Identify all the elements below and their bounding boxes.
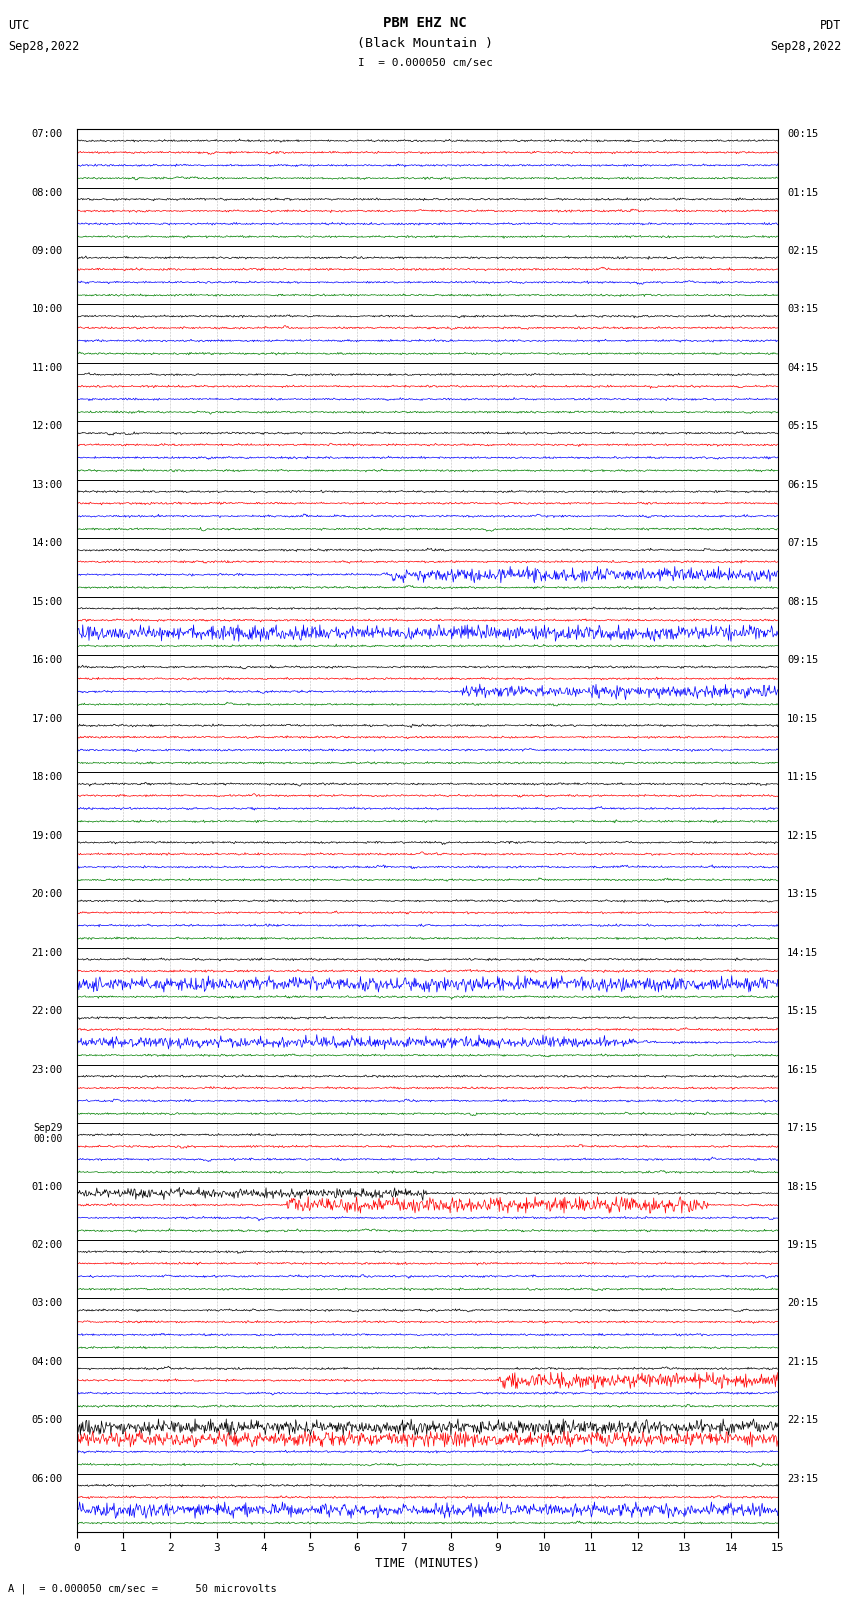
Text: I  = 0.000050 cm/sec: I = 0.000050 cm/sec: [358, 58, 492, 68]
Text: Sep29
00:00: Sep29 00:00: [33, 1123, 63, 1144]
Text: 13:15: 13:15: [787, 889, 819, 898]
Text: 06:00: 06:00: [31, 1474, 63, 1484]
Text: 07:00: 07:00: [31, 129, 63, 139]
Text: 02:00: 02:00: [31, 1240, 63, 1250]
Text: 02:15: 02:15: [787, 247, 819, 256]
Text: 04:15: 04:15: [787, 363, 819, 373]
Text: 11:15: 11:15: [787, 773, 819, 782]
Text: 06:15: 06:15: [787, 481, 819, 490]
Text: 20:00: 20:00: [31, 889, 63, 898]
Text: 11:00: 11:00: [31, 363, 63, 373]
Text: 01:15: 01:15: [787, 187, 819, 197]
Text: 10:15: 10:15: [787, 715, 819, 724]
Text: A |  = 0.000050 cm/sec =      50 microvolts: A | = 0.000050 cm/sec = 50 microvolts: [8, 1582, 277, 1594]
Text: 19:15: 19:15: [787, 1240, 819, 1250]
Text: 18:15: 18:15: [787, 1181, 819, 1192]
Text: 17:15: 17:15: [787, 1123, 819, 1132]
Text: 23:00: 23:00: [31, 1065, 63, 1074]
Text: 03:00: 03:00: [31, 1298, 63, 1308]
Text: 17:00: 17:00: [31, 715, 63, 724]
Text: 09:00: 09:00: [31, 247, 63, 256]
Text: 15:00: 15:00: [31, 597, 63, 606]
Text: (Black Mountain ): (Black Mountain ): [357, 37, 493, 50]
Text: 08:00: 08:00: [31, 187, 63, 197]
Text: 07:15: 07:15: [787, 539, 819, 548]
X-axis label: TIME (MINUTES): TIME (MINUTES): [375, 1557, 479, 1569]
Text: 15:15: 15:15: [787, 1007, 819, 1016]
Text: 01:00: 01:00: [31, 1181, 63, 1192]
Text: 16:15: 16:15: [787, 1065, 819, 1074]
Text: 22:00: 22:00: [31, 1007, 63, 1016]
Text: 00:15: 00:15: [787, 129, 819, 139]
Text: 22:15: 22:15: [787, 1416, 819, 1426]
Text: 05:00: 05:00: [31, 1416, 63, 1426]
Text: 18:00: 18:00: [31, 773, 63, 782]
Text: UTC: UTC: [8, 19, 30, 32]
Text: 23:15: 23:15: [787, 1474, 819, 1484]
Text: 19:00: 19:00: [31, 831, 63, 840]
Text: 09:15: 09:15: [787, 655, 819, 665]
Text: 21:15: 21:15: [787, 1357, 819, 1366]
Text: PBM EHZ NC: PBM EHZ NC: [383, 16, 467, 31]
Text: Sep28,2022: Sep28,2022: [8, 40, 80, 53]
Text: PDT: PDT: [820, 19, 842, 32]
Text: 16:00: 16:00: [31, 655, 63, 665]
Text: 08:15: 08:15: [787, 597, 819, 606]
Text: Sep28,2022: Sep28,2022: [770, 40, 842, 53]
Text: 20:15: 20:15: [787, 1298, 819, 1308]
Text: 21:00: 21:00: [31, 948, 63, 958]
Text: 14:00: 14:00: [31, 539, 63, 548]
Text: 14:15: 14:15: [787, 948, 819, 958]
Text: 13:00: 13:00: [31, 481, 63, 490]
Text: 12:00: 12:00: [31, 421, 63, 431]
Text: 03:15: 03:15: [787, 305, 819, 315]
Text: 04:00: 04:00: [31, 1357, 63, 1366]
Text: 10:00: 10:00: [31, 305, 63, 315]
Text: 05:15: 05:15: [787, 421, 819, 431]
Text: 12:15: 12:15: [787, 831, 819, 840]
